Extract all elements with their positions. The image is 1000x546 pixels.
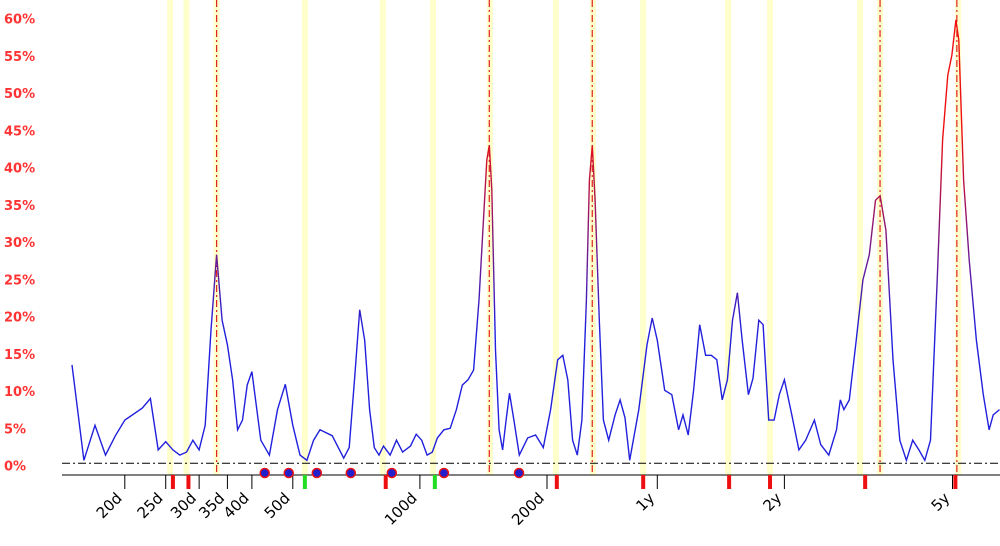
x-tick-label: 20d <box>93 489 126 522</box>
highlight-band <box>857 0 864 475</box>
data-line <box>71 19 1000 463</box>
y-tick-label: 60% <box>4 13 35 28</box>
x-tick-label: 1y <box>632 489 658 515</box>
red-marker <box>383 475 388 489</box>
y-tick-label: 5% <box>4 422 26 437</box>
dot-marker <box>283 467 294 479</box>
highlight-band <box>589 0 596 475</box>
y-tick-label: 50% <box>4 87 35 102</box>
dot-marker <box>311 467 323 479</box>
green-marker <box>432 475 437 489</box>
red-marker <box>641 475 646 489</box>
y-tick-label: 20% <box>4 311 35 326</box>
x-tick-label: 200d <box>508 489 548 529</box>
highlight-band <box>877 0 884 475</box>
red-marker <box>953 475 958 489</box>
highlight-band <box>640 0 647 475</box>
highlight-band <box>213 0 220 475</box>
y-tick-label: 30% <box>4 236 35 251</box>
red-marker <box>727 475 732 489</box>
y-tick-label: 45% <box>4 124 35 139</box>
highlight-band <box>725 0 732 475</box>
y-tick-label: 55% <box>4 50 35 65</box>
highlight-band <box>429 0 436 475</box>
dot-marker <box>513 467 525 479</box>
y-tick-label: 0% <box>4 460 26 475</box>
red-marker <box>554 475 559 489</box>
y-tick-label: 25% <box>4 273 35 288</box>
dot-marker <box>386 467 398 479</box>
y-tick-label: 35% <box>4 199 35 214</box>
dot-marker <box>345 467 357 479</box>
x-tick-label: 25d <box>134 489 167 522</box>
highlight-band <box>955 0 962 475</box>
x-tick-label: 5y <box>928 489 954 515</box>
x-tick-label: 40d <box>220 489 253 522</box>
red-marker <box>863 475 868 489</box>
y-tick-label: 40% <box>4 162 35 177</box>
dot-marker <box>438 467 450 479</box>
highlight-band <box>767 0 774 475</box>
red-marker <box>170 475 175 489</box>
dot-marker <box>259 467 270 479</box>
x-tick-label: 100d <box>381 489 421 529</box>
highlight-band <box>379 0 386 475</box>
x-tick-label: 50d <box>261 489 294 522</box>
highlight-band <box>183 0 190 475</box>
y-tick-label: 15% <box>4 348 35 363</box>
x-tick-label: 30d <box>167 489 200 522</box>
highlight-band <box>301 0 308 475</box>
red-marker <box>186 475 191 489</box>
x-tick-label: 2y <box>759 489 785 515</box>
highlight-band <box>552 0 559 475</box>
green-marker <box>302 475 307 489</box>
red-marker <box>768 475 773 489</box>
highlight-band <box>167 0 174 475</box>
highlight-band <box>486 0 493 475</box>
y-tick-label: 10% <box>4 385 35 400</box>
